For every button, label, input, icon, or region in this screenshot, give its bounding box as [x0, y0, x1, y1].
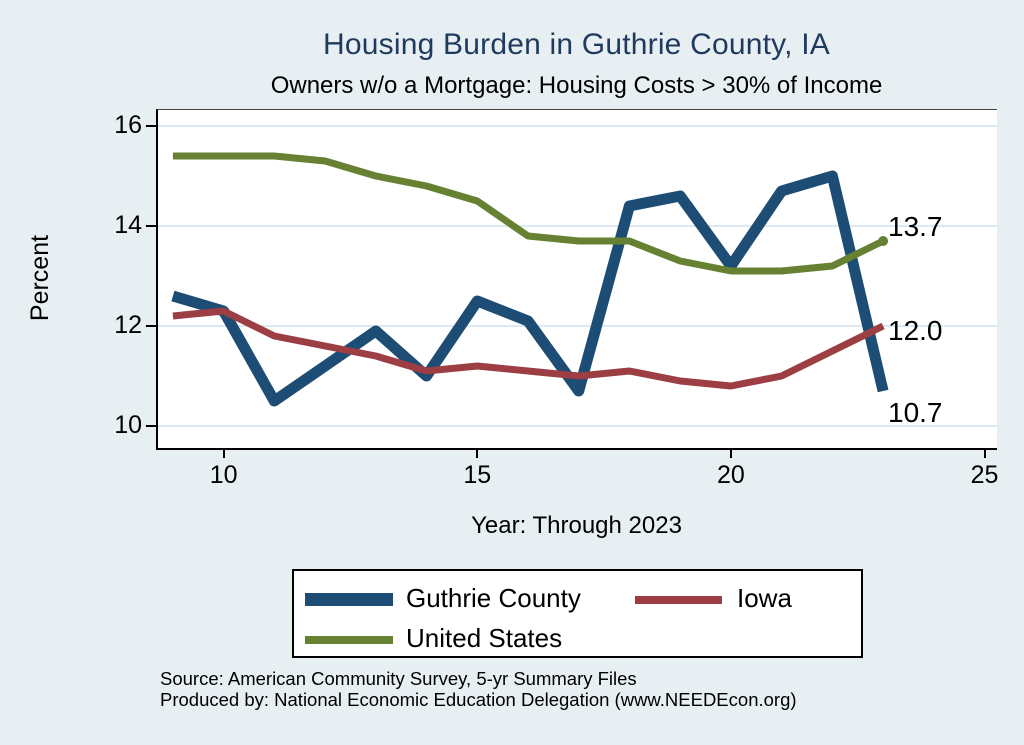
y-gridline-16	[158, 125, 997, 127]
y-tick-10	[146, 425, 156, 427]
source-line: Source: American Community Survey, 5-yr …	[160, 668, 637, 689]
y-tick-14	[146, 225, 156, 227]
legend-swatch-iowa	[635, 596, 722, 604]
legend-label-iowa: Iowa	[737, 583, 792, 613]
source-block: Source: American Community Survey, 5-yr …	[160, 668, 920, 710]
x-tick-label-25: 25	[970, 461, 999, 489]
x-tick-label-10: 10	[209, 461, 238, 489]
x-tick-20	[729, 448, 732, 458]
y-axis-title: Percent	[26, 234, 54, 322]
x-tick-15	[476, 448, 479, 458]
legend-swatch-guthrie-county	[305, 593, 393, 606]
y-gridline-10	[158, 425, 997, 427]
y-tick-label-14: 14	[114, 211, 142, 239]
end-label-10.7: 10.7	[888, 397, 943, 428]
end-label-13.7: 13.7	[888, 211, 943, 242]
credit-line: Produced by: National Economic Education…	[160, 689, 797, 710]
x-tick-label-15: 15	[463, 461, 492, 489]
end-label-12.0: 12.0	[888, 315, 943, 346]
x-tick-label-20: 20	[716, 461, 745, 489]
x-axis-title: Year: Through 2023	[471, 512, 682, 539]
page-title: Housing Burden in Guthrie County, IA	[323, 28, 830, 61]
y-tick-16	[146, 125, 156, 127]
plot-area	[156, 109, 997, 450]
y-tick-label-16: 16	[114, 111, 142, 139]
y-gridline-12	[158, 325, 997, 327]
y-tick-12	[146, 325, 156, 327]
legend-label-guthrie-county: Guthrie County	[406, 583, 581, 613]
legend: Guthrie County Iowa United States	[292, 569, 863, 658]
x-tick-10	[222, 448, 225, 458]
y-tick-label-12: 12	[114, 311, 142, 339]
legend-label-united-states: United States	[406, 623, 563, 653]
legend-swatch-united-states	[305, 636, 393, 644]
page-subtitle: Owners w/o a Mortgage: Housing Costs > 3…	[270, 72, 883, 99]
x-tick-25	[983, 448, 986, 458]
y-tick-label-10: 10	[114, 411, 142, 439]
y-gridline-14	[158, 225, 997, 227]
